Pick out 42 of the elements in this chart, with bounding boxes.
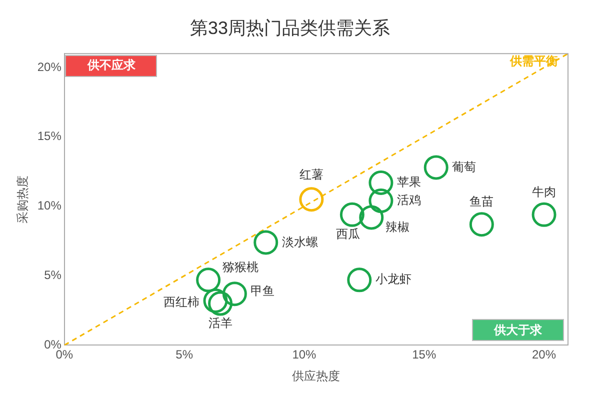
x-tick-label: 0% (56, 348, 74, 362)
annotation: 淡水螺 (282, 234, 318, 249)
x-tick-label: 15% (412, 348, 436, 362)
annotation: 红薯 (299, 168, 324, 182)
point (469, 212, 494, 237)
x-axis-title: 供应热度 (292, 369, 340, 384)
badge: 供大于求 (472, 319, 564, 342)
annotation: 甲鱼 (250, 284, 275, 298)
point (532, 202, 556, 227)
point (208, 291, 233, 316)
annotation: 牛肉 (532, 184, 556, 199)
annotation: 鱼苗 (470, 194, 494, 209)
y-tick-label: 10% (37, 198, 62, 213)
point (347, 268, 372, 292)
y-tick-label: 5% (44, 268, 62, 282)
annotation: 苹果 (396, 175, 421, 190)
y-axis-title: 采购热度 (16, 175, 30, 224)
annotation: 猕猴桃 (222, 260, 258, 274)
chart-title: 第33周热门品类供需关系 (190, 18, 390, 38)
annotation: 活羊 (208, 316, 232, 330)
x-tick-label: 5% (176, 348, 194, 362)
point (368, 188, 394, 214)
point (254, 230, 278, 255)
point (424, 155, 448, 180)
point (196, 268, 221, 292)
badge: 供不应求 (65, 54, 158, 77)
annotation: 辣椒 (385, 220, 410, 234)
point (299, 187, 324, 212)
point (359, 205, 384, 230)
point (368, 170, 394, 195)
y-tick-label: 15% (37, 129, 62, 144)
annotation: 西瓜 (336, 226, 360, 241)
annotation: 西红柿 (163, 295, 200, 310)
point (340, 202, 364, 227)
annotation: 小龙虾 (375, 272, 412, 286)
x-tick-label: 10% (292, 348, 317, 362)
y-tick-label: 20% (37, 60, 62, 74)
point (203, 288, 228, 314)
annotation: 活鸡 (396, 193, 421, 208)
x-tick-label: 20% (532, 348, 556, 362)
point (222, 282, 247, 306)
annotation: 葡萄 (452, 160, 476, 174)
